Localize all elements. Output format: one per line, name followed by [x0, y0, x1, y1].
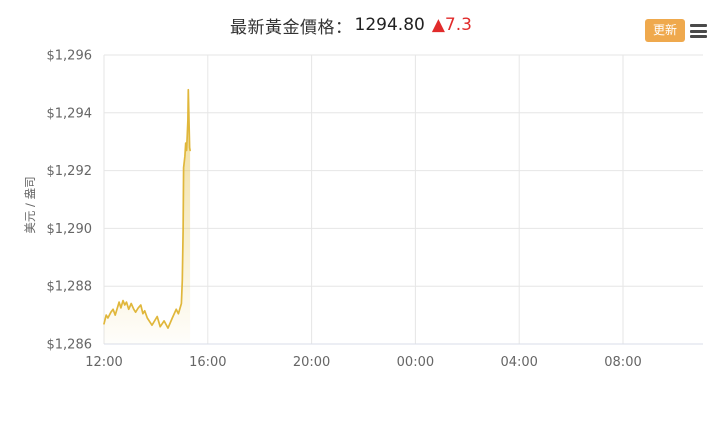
- x-axis-label: 04:00: [500, 355, 537, 370]
- refresh-button[interactable]: 更新: [645, 19, 685, 42]
- price-header: 最新黃金價格： 1294.80 ▲7.3: [0, 0, 720, 50]
- y-axis-label: $1,294: [47, 106, 93, 121]
- y-axis-label: $1,292: [47, 164, 93, 179]
- y-axis-label: $1,290: [47, 222, 93, 237]
- y-axis-title: 美元 / 盎司: [23, 176, 37, 233]
- y-axis-label: $1,286: [47, 338, 93, 353]
- x-axis-label: 20:00: [293, 355, 330, 370]
- price-area: [104, 89, 191, 344]
- menu-bar: [690, 35, 707, 38]
- page-title: 最新黃金價格：: [230, 17, 353, 38]
- y-axis-label: $1,288: [47, 280, 93, 295]
- hamburger-menu-icon[interactable]: [690, 24, 707, 38]
- y-axis-label: $1,296: [47, 49, 93, 64]
- x-axis-label: 00:00: [397, 355, 434, 370]
- x-axis-label: 12:00: [85, 355, 122, 370]
- x-axis-label: 16:00: [189, 355, 226, 370]
- menu-bar: [690, 24, 707, 27]
- price-change-badge: ▲7.3: [431, 15, 472, 35]
- menu-bar: [690, 29, 707, 33]
- price-line: [103, 88, 191, 329]
- x-axis-label: 08:00: [604, 355, 641, 370]
- price-value: 1294.80: [354, 15, 425, 35]
- header: 最新黃金價格： 1294.80 ▲7.3 更新: [0, 0, 720, 50]
